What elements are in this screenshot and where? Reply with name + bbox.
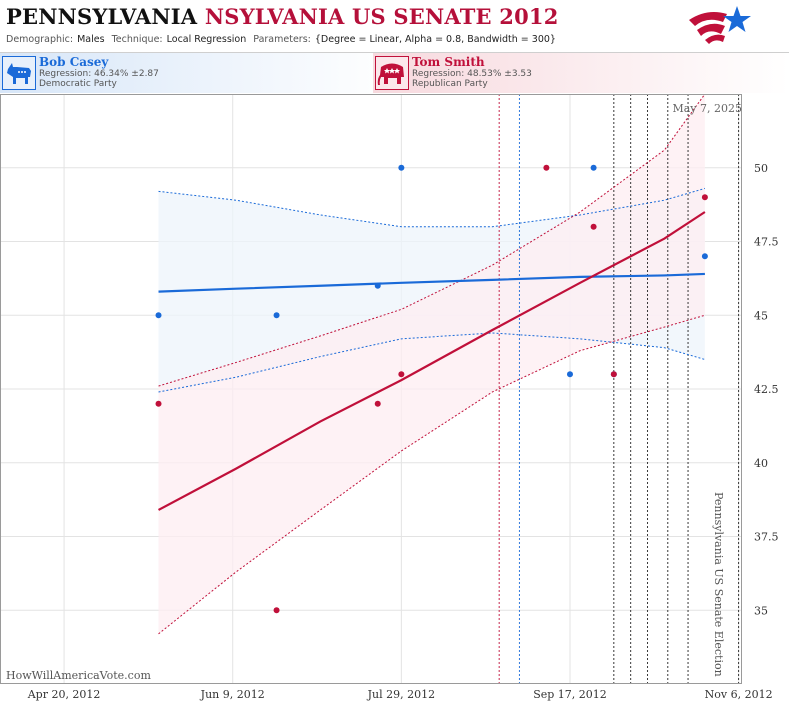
y-tick-label: 47.5 xyxy=(754,236,779,249)
dem-regression-line xyxy=(158,272,705,293)
dem-upper-bound xyxy=(158,187,706,228)
date-stamp: May 7, 2025 xyxy=(672,102,742,115)
y-tick-label: 45 xyxy=(754,309,768,322)
dem-candidate-name: Bob Casey xyxy=(39,55,109,69)
dem-poll-point xyxy=(566,371,573,378)
rep-poll-point xyxy=(374,400,381,407)
elephant-icon xyxy=(375,56,409,90)
rep-poll-point xyxy=(610,371,617,378)
title-race: NSYLVANIA US SENATE 2012 xyxy=(204,4,559,29)
rep-poll-point xyxy=(398,371,405,378)
technique-label: Technique: xyxy=(111,34,163,45)
dem-poll-point xyxy=(398,164,405,171)
plot-border xyxy=(0,94,742,684)
demographic-label: Demographic: xyxy=(6,34,74,45)
dem-poll-point xyxy=(701,253,708,260)
confidence-bounds xyxy=(158,94,706,635)
rep-poll-point xyxy=(701,194,708,201)
parameters-value: {Degree = Linear, Alpha = 0.8, Bandwidth… xyxy=(314,34,556,45)
donkey-icon xyxy=(2,56,36,90)
candidate-dem: Bob Casey Regression: 46.34% ±2.87 Democ… xyxy=(0,53,394,93)
watermark: HowWillAmericaVote.com xyxy=(6,669,151,682)
page-title: PENNSYLVANIA NSYLVANIA US SENATE 2012 xyxy=(6,4,559,29)
dem-poll-point xyxy=(374,282,381,289)
y-tick-label: 50 xyxy=(754,162,768,175)
rep-poll-point xyxy=(273,607,280,614)
candidate-bar: Bob Casey Regression: 46.34% ±2.87 Democ… xyxy=(0,53,789,93)
dem-poll-point xyxy=(590,164,597,171)
title-state: PENNSYLVANIA xyxy=(6,4,198,29)
poll-chart: 35 37.5 40 42.5 45 47.5 50 Apr 20, 2012 Jun 9, 2… xyxy=(0,94,779,701)
rep-candidate-name: Tom Smith xyxy=(412,55,485,69)
x-tick-label: Jul 29, 2012 xyxy=(367,688,436,701)
y-tick-label: 37.5 xyxy=(754,531,779,544)
axes: 35 37.5 40 42.5 45 47.5 50 Apr 20, 2012 Jun 9, 2… xyxy=(0,94,779,701)
rep-regression-line xyxy=(158,211,706,511)
rep-poll-point xyxy=(155,400,162,407)
x-tick-label: Sep 17, 2012 xyxy=(533,688,607,701)
poll-points xyxy=(155,164,708,614)
rep-lower-bound xyxy=(158,314,706,635)
parameters-label: Parameters: xyxy=(253,34,311,45)
rep-upper-bound xyxy=(158,94,706,387)
rep-regression: Regression: 48.53% ±3.53 xyxy=(412,69,532,79)
x-tick-label: Jun 9, 2012 xyxy=(200,688,265,701)
x-tick-label: Nov 6, 2012 xyxy=(705,688,773,701)
star-swoosh-logo xyxy=(689,6,751,44)
rep-party: Republican Party xyxy=(412,79,488,89)
parameters-line: Demographic: Males Technique: Local Regres… xyxy=(6,34,560,45)
election-label: Pennsylvania US Senate Election xyxy=(712,492,725,677)
demographic-value: Males xyxy=(77,34,105,45)
y-tick-label: 35 xyxy=(754,604,768,617)
candidate-rep: Tom Smith Regression: 48.53% ±3.53 Repub… xyxy=(373,53,789,93)
regression-lines xyxy=(158,211,706,511)
rep-poll-point xyxy=(543,164,550,171)
header: PENNSYLVANIA NSYLVANIA US SENATE 2012 De… xyxy=(0,0,789,53)
dem-poll-point xyxy=(155,312,162,319)
dem-lower-bound xyxy=(158,332,706,393)
y-tick-label: 42.5 xyxy=(754,383,779,396)
y-tick-label: 40 xyxy=(754,457,768,470)
dem-poll-point xyxy=(273,312,280,319)
x-tick-label: Apr 20, 2012 xyxy=(27,688,101,701)
rep-poll-point xyxy=(590,223,597,230)
dem-party: Democratic Party xyxy=(39,79,117,89)
technique-value: Local Regression xyxy=(166,34,247,45)
dem-regression: Regression: 46.34% ±2.87 xyxy=(39,69,159,79)
